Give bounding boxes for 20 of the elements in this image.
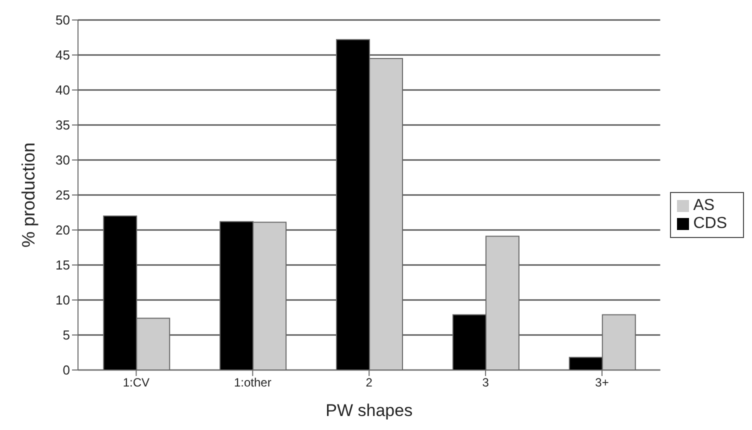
y-tick-label: 50 bbox=[56, 12, 70, 28]
x-tick-label: 2 bbox=[366, 376, 373, 390]
y-tick-label: 30 bbox=[56, 152, 70, 168]
y-tick-label: 0 bbox=[62, 362, 70, 378]
x-tick-label: 3+ bbox=[595, 376, 609, 390]
x-tick-label: 3 bbox=[482, 376, 490, 390]
y-tick-label: 20 bbox=[56, 222, 70, 238]
x-axis-title: PW shapes bbox=[326, 401, 413, 420]
y-tick-label: 15 bbox=[56, 258, 70, 273]
y-tick-label: 45 bbox=[56, 48, 70, 63]
y-tick-label: 40 bbox=[56, 82, 70, 98]
y-tick-label: 10 bbox=[56, 292, 70, 308]
legend-label: AS bbox=[693, 197, 715, 214]
y-tick-label: 5 bbox=[62, 328, 70, 343]
y-tick-label: 35 bbox=[56, 118, 70, 133]
x-tick-label: 1:other bbox=[234, 376, 272, 390]
y-axis-title: % production bbox=[18, 142, 38, 248]
legend-label: CDS bbox=[693, 215, 727, 232]
y-tick-label: 25 bbox=[56, 188, 70, 203]
x-tick-label: 1:CV bbox=[122, 376, 150, 390]
